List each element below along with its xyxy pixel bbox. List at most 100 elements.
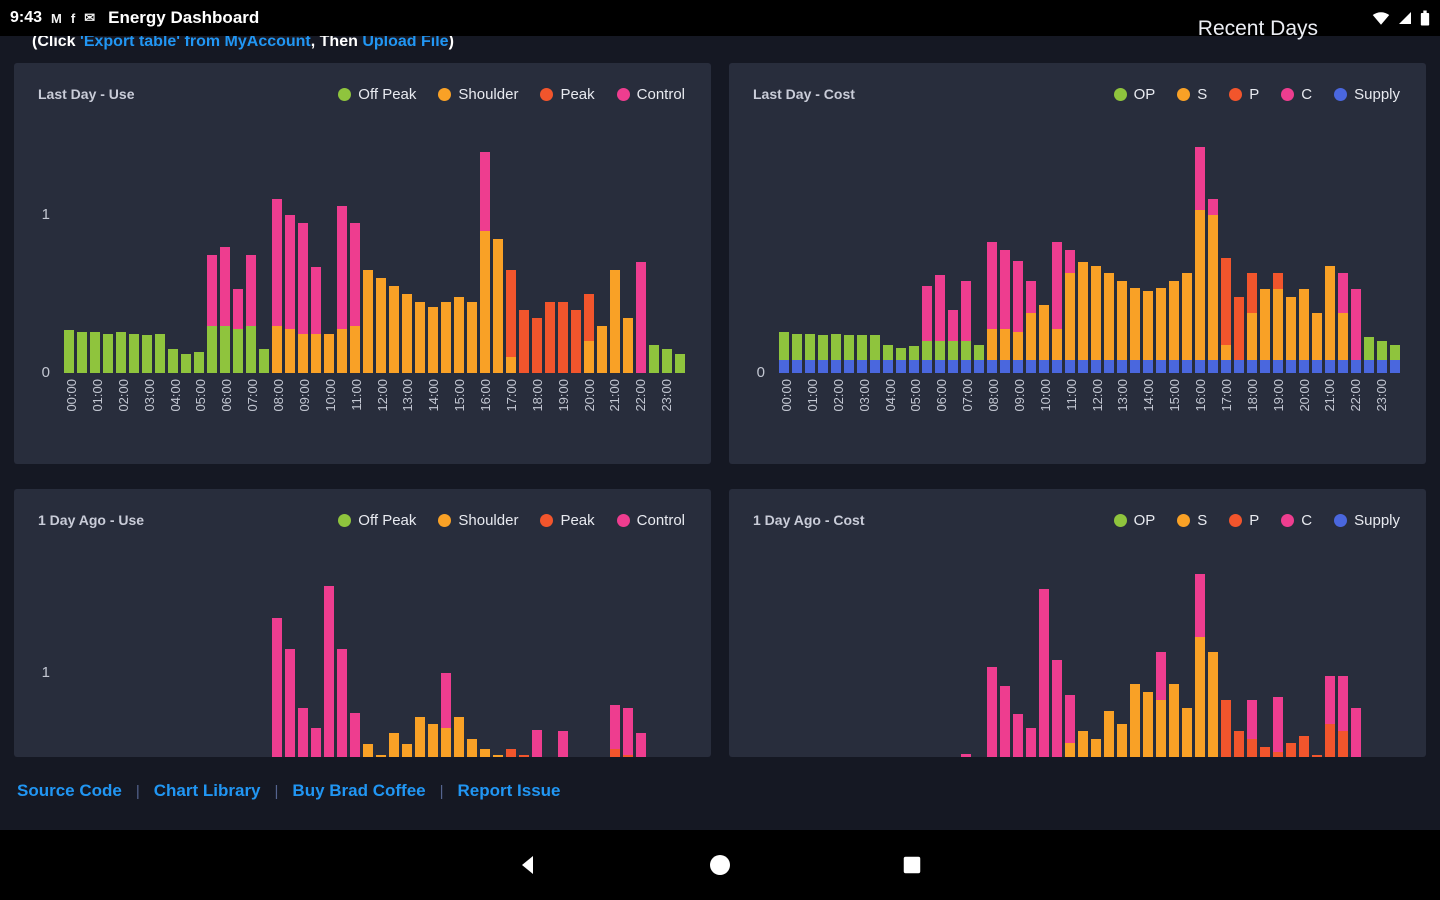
bar-11-30[interactable] bbox=[363, 270, 373, 373]
bar-12-30[interactable] bbox=[389, 733, 399, 757]
bar-02-30[interactable] bbox=[844, 335, 854, 373]
bar-11-30[interactable] bbox=[363, 744, 373, 757]
bar-23-00[interactable] bbox=[662, 349, 672, 373]
legend-item-op[interactable]: OP bbox=[1113, 86, 1155, 103]
legend-item-shoulder[interactable]: Shoulder bbox=[438, 86, 518, 103]
legend-item-off-peak[interactable]: Off Peak bbox=[338, 512, 416, 529]
bar-16-30[interactable] bbox=[493, 238, 503, 373]
bar-23-00[interactable] bbox=[1377, 341, 1387, 373]
overview-button[interactable] bbox=[898, 851, 926, 879]
legend-item-s[interactable]: S bbox=[1177, 86, 1207, 103]
bar-21-00[interactable] bbox=[610, 270, 620, 373]
bar-11-00[interactable] bbox=[1065, 249, 1075, 373]
bar-15-30[interactable] bbox=[1182, 273, 1192, 373]
bar-14-30[interactable] bbox=[441, 301, 451, 373]
bar-12-00[interactable] bbox=[1091, 265, 1101, 373]
bar-12-00[interactable] bbox=[376, 278, 386, 373]
bar-20-30[interactable] bbox=[597, 325, 607, 373]
bar-10-00[interactable] bbox=[1039, 589, 1049, 757]
export-table-link[interactable]: 'Export table' from MyAccount bbox=[80, 33, 311, 50]
bar-00-00[interactable] bbox=[779, 331, 789, 373]
bar-20-00[interactable] bbox=[1299, 289, 1309, 373]
bar-08-00[interactable] bbox=[987, 666, 997, 757]
bar-20-00[interactable] bbox=[584, 294, 594, 373]
bar-07-00[interactable] bbox=[246, 254, 256, 373]
chart-library-link[interactable]: Chart Library bbox=[153, 781, 261, 800]
bar-05-30[interactable] bbox=[207, 254, 217, 373]
bar-09-00[interactable] bbox=[1013, 714, 1023, 757]
legend-item-peak[interactable]: Peak bbox=[540, 512, 595, 529]
bar-19-00[interactable] bbox=[558, 731, 568, 757]
bar-15-30[interactable] bbox=[467, 301, 477, 373]
bar-16-00[interactable] bbox=[1195, 147, 1205, 373]
bar-05-30[interactable] bbox=[922, 286, 932, 373]
bar-03-00[interactable] bbox=[857, 335, 867, 373]
bar-17-30[interactable] bbox=[1234, 731, 1244, 757]
bar-15-00[interactable] bbox=[454, 717, 464, 757]
bar-01-00[interactable] bbox=[90, 331, 100, 373]
bar-23-30[interactable] bbox=[1390, 344, 1400, 373]
bar-13-00[interactable] bbox=[402, 294, 412, 373]
bar-10-00[interactable] bbox=[324, 586, 334, 757]
bar-08-30[interactable] bbox=[285, 649, 295, 757]
bar-13-00[interactable] bbox=[1117, 723, 1127, 757]
bar-09-00[interactable] bbox=[298, 707, 308, 757]
bar-10-30[interactable] bbox=[337, 649, 347, 757]
bar-06-00[interactable] bbox=[220, 246, 230, 373]
bar-08-00[interactable] bbox=[987, 241, 997, 373]
bar-12-00[interactable] bbox=[1091, 739, 1101, 757]
bar-03-30[interactable] bbox=[155, 333, 165, 373]
bar-08-30[interactable] bbox=[285, 215, 295, 373]
bar-04-00[interactable] bbox=[168, 349, 178, 373]
bar-03-00[interactable] bbox=[142, 335, 152, 373]
bar-11-30[interactable] bbox=[1078, 262, 1088, 373]
bar-13-30[interactable] bbox=[1130, 287, 1140, 373]
bar-12-00[interactable] bbox=[376, 755, 386, 757]
bar-02-00[interactable] bbox=[831, 333, 841, 373]
buy-brad-coffee-link[interactable]: Buy Brad Coffee bbox=[292, 781, 426, 800]
bar-18-00[interactable] bbox=[532, 729, 542, 757]
report-issue-link[interactable]: Report Issue bbox=[457, 781, 561, 800]
bar-01-30[interactable] bbox=[818, 335, 828, 373]
bar-08-30[interactable] bbox=[1000, 249, 1010, 373]
bar-15-30[interactable] bbox=[467, 739, 477, 757]
bar-16-30[interactable] bbox=[1208, 652, 1218, 757]
bar-08-00[interactable] bbox=[272, 199, 282, 373]
bar-01-30[interactable] bbox=[103, 333, 113, 373]
bar-19-00[interactable] bbox=[1273, 273, 1283, 373]
back-button[interactable] bbox=[514, 851, 542, 879]
bar-17-00[interactable] bbox=[506, 270, 516, 373]
bar-18-00[interactable] bbox=[1247, 699, 1257, 757]
legend-item-supply[interactable]: Supply bbox=[1334, 86, 1400, 103]
bar-01-00[interactable] bbox=[805, 333, 815, 373]
bar-02-00[interactable] bbox=[116, 331, 126, 373]
bar-18-30[interactable] bbox=[545, 301, 555, 373]
bar-05-00[interactable] bbox=[194, 352, 204, 373]
bar-00-30[interactable] bbox=[77, 331, 87, 373]
bar-02-30[interactable] bbox=[129, 333, 139, 373]
bar-15-30[interactable] bbox=[1182, 707, 1192, 757]
bar-12-30[interactable] bbox=[389, 286, 399, 373]
bar-04-30[interactable] bbox=[896, 347, 906, 373]
bar-20-00[interactable] bbox=[1299, 736, 1309, 757]
bar-18-30[interactable] bbox=[1260, 747, 1270, 757]
bar-10-30[interactable] bbox=[337, 205, 347, 373]
bar-22-30[interactable] bbox=[649, 344, 659, 373]
bar-13-00[interactable] bbox=[1117, 281, 1127, 373]
bar-07-30[interactable] bbox=[974, 344, 984, 373]
bar-17-00[interactable] bbox=[1221, 257, 1231, 373]
bar-21-30[interactable] bbox=[1338, 676, 1348, 757]
bar-10-00[interactable] bbox=[324, 333, 334, 373]
bar-06-30[interactable] bbox=[233, 289, 243, 373]
bar-13-00[interactable] bbox=[402, 744, 412, 757]
bar-18-30[interactable] bbox=[1260, 289, 1270, 373]
bar-16-00[interactable] bbox=[480, 748, 490, 757]
bar-00-30[interactable] bbox=[792, 333, 802, 373]
bar-21-00[interactable] bbox=[610, 704, 620, 757]
bar-19-30[interactable] bbox=[571, 309, 581, 373]
legend-item-c[interactable]: C bbox=[1281, 512, 1312, 529]
bar-03-30[interactable] bbox=[870, 335, 880, 373]
legend-item-control[interactable]: Control bbox=[616, 512, 685, 529]
legend-item-op[interactable]: OP bbox=[1113, 512, 1155, 529]
bar-06-00[interactable] bbox=[935, 275, 945, 373]
